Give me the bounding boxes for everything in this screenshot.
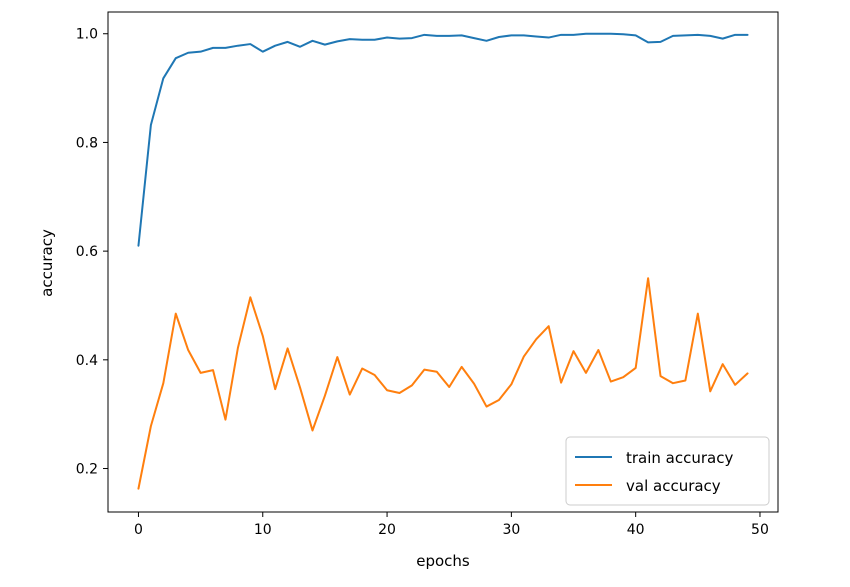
y-tick-label: 0.8 bbox=[76, 135, 98, 151]
y-tick-label: 0.2 bbox=[76, 462, 98, 478]
x-tick-label: 10 bbox=[254, 522, 272, 538]
legend-label-val-accuracy: val accuracy bbox=[626, 477, 721, 495]
series-line-val-accuracy bbox=[137, 277, 749, 490]
x-tick-label: 30 bbox=[502, 522, 520, 538]
x-tick-label: 40 bbox=[627, 522, 645, 538]
x-tick-label: 0 bbox=[134, 522, 143, 538]
legend-frame bbox=[565, 436, 770, 506]
axes-layer: 0 10 20 30 40 50 0.2 0.4 0.6 0.8 1.0 bbox=[76, 11, 779, 538]
y-tick-label: 0.6 bbox=[76, 244, 98, 260]
x-axis-label: epochs bbox=[416, 552, 470, 570]
y-tick-label: 0.4 bbox=[76, 353, 98, 369]
y-axis-label: accuracy bbox=[38, 229, 56, 297]
legend: train accuracy val accuracy bbox=[565, 436, 770, 506]
y-tick-label: 1.0 bbox=[76, 27, 98, 43]
legend-label-train-accuracy: train accuracy bbox=[626, 449, 733, 467]
series-line-train-accuracy bbox=[137, 32, 749, 247]
plot-frame bbox=[107, 11, 779, 513]
x-tick-label: 20 bbox=[378, 522, 396, 538]
x-tick-label: 50 bbox=[751, 522, 769, 538]
series-layer bbox=[137, 32, 749, 490]
